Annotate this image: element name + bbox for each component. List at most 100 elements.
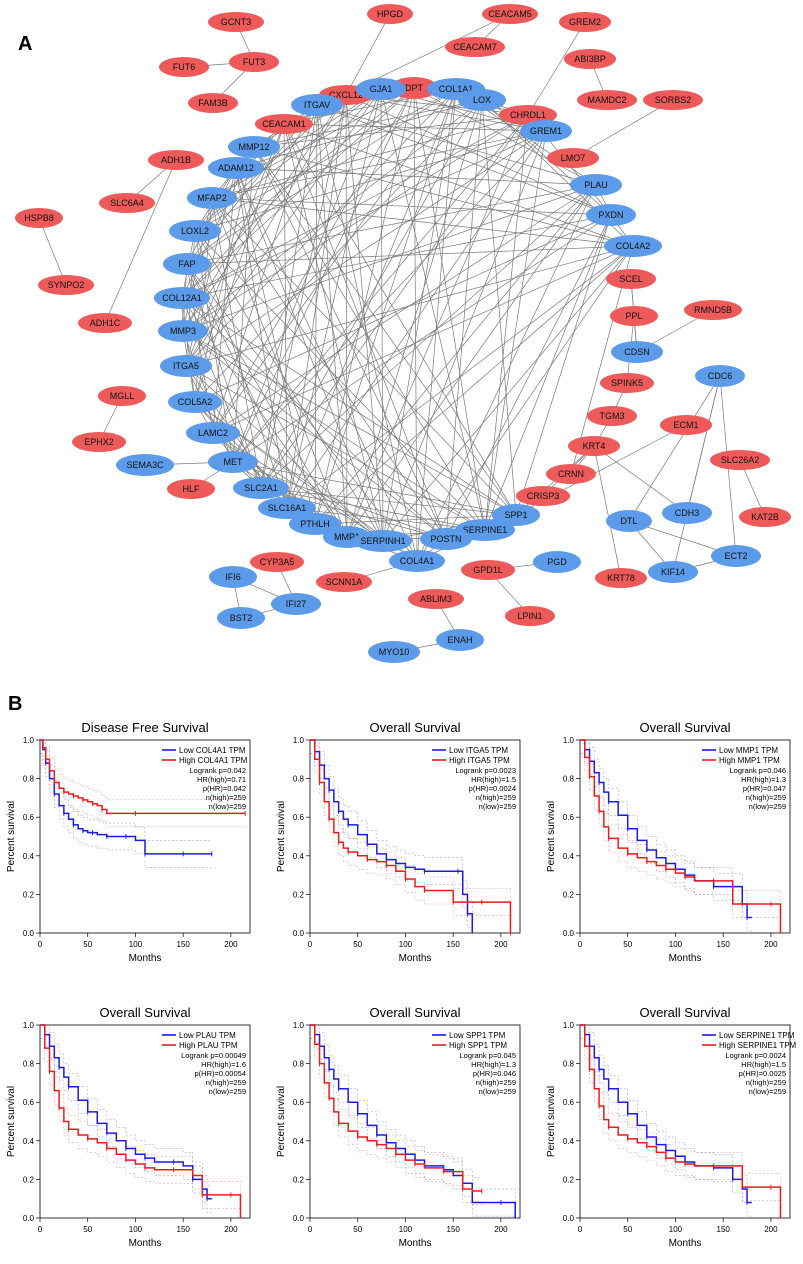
stat-line: p(HR)=0.047 (743, 784, 786, 793)
node-shape (586, 204, 636, 226)
edge-CDC6-DTL (628, 375, 721, 522)
node-label: ENAH (447, 635, 472, 645)
edge-LOXL2-SERPINH1 (194, 230, 384, 542)
edge-FAP-DPT (186, 87, 415, 265)
edge-KRT4-KRT78 (593, 445, 622, 579)
node-label: HPGD (377, 9, 404, 19)
x-tick-label: 50 (83, 1225, 92, 1234)
y-tick-label: 0.2 (23, 890, 35, 899)
node-serpinh1: SERPINH1 (354, 530, 412, 552)
node-shape (208, 157, 264, 179)
y-tick-label: 0.4 (563, 852, 575, 861)
node-plau: PLAU (570, 174, 622, 196)
node-krt78: KRT78 (595, 568, 647, 588)
edge-SLC2A1-POSTN (260, 487, 447, 540)
node-label: CDSN (624, 347, 650, 357)
edge-MET-SPP1 (232, 461, 517, 516)
node-slc2a1: SLC2A1 (233, 477, 289, 499)
node-loxl2: LOXL2 (169, 220, 221, 242)
stat-line: HR(high)=1.3 (741, 775, 786, 784)
ci-lower-high (580, 753, 781, 933)
plot-title: Overall Survival (369, 720, 460, 735)
edge-COL4A2-FAP (186, 245, 634, 265)
node-mmp12: MMP12 (228, 136, 280, 158)
node-slc6a4: SLC6A4 (99, 193, 155, 213)
legend-entry: Low PLAU TPM (179, 1031, 236, 1040)
y-axis-label: Percent survival (6, 801, 17, 872)
x-tick-label: 200 (764, 940, 778, 949)
node-label: ECM1 (673, 420, 698, 430)
node-shape (662, 502, 712, 524)
node-label: LMO7 (561, 153, 586, 163)
edge-ADAM12-SERPINH1 (235, 167, 384, 542)
y-tick-label: 1.0 (293, 736, 305, 745)
node-label: LOXL2 (181, 226, 209, 236)
y-tick-label: 0.2 (293, 1175, 305, 1184)
node-label: PXDN (598, 210, 623, 220)
stat-line: n(low)=259 (479, 802, 516, 811)
ci-upper-low (310, 1024, 516, 1205)
node-shape (559, 12, 611, 32)
node-ecm1: ECM1 (660, 415, 712, 435)
node-lmo7: LMO7 (547, 148, 599, 168)
stat-line: Logrank p=0.046 (729, 766, 786, 775)
node-label: MGLL (110, 391, 135, 401)
node-label: KRT4 (583, 441, 606, 451)
x-tick-label: 150 (177, 1225, 191, 1234)
node-label: CEACAM7 (453, 42, 497, 52)
node-shape (408, 589, 464, 609)
ci-upper-low (310, 739, 473, 920)
edge-PXDN-SERPINE1 (484, 214, 612, 531)
node-label: ADH1B (161, 155, 191, 165)
edge-COL12A1-DPT (181, 87, 415, 299)
ci-lower-high (580, 1038, 781, 1218)
edge-COL4A2-SLC16A1 (286, 245, 634, 509)
stat-line: n(low)=259 (749, 802, 786, 811)
node-shape (159, 57, 209, 77)
edge-ITGAV-SLC2A1 (260, 104, 318, 489)
edge-SLC2A1-CHRDL1 (260, 114, 529, 489)
y-tick-label: 0.8 (563, 775, 575, 784)
node-shape (158, 320, 208, 342)
node-label: IFI27 (286, 599, 307, 609)
node-krt4: KRT4 (568, 436, 620, 456)
node-label: FUT6 (173, 62, 196, 72)
node-ceacam7: CEACAM7 (445, 37, 505, 57)
plot-title: Overall Survival (639, 1005, 730, 1020)
edge-PXDN-MET (232, 214, 612, 463)
y-tick-label: 0.4 (563, 1137, 575, 1146)
node-mmp3: MMP3 (158, 320, 208, 342)
ci-upper-high (40, 1024, 241, 1205)
x-tick-label: 100 (129, 940, 143, 949)
node-ephx2: EPHX2 (72, 432, 126, 452)
node-shape (188, 93, 238, 113)
survival-curve-low (580, 739, 752, 919)
node-shape (568, 436, 620, 456)
node-shape (356, 78, 406, 100)
node-mgll: MGLL (98, 386, 146, 406)
node-label: GREM1 (530, 126, 562, 136)
edge-GREM1-MET (232, 130, 547, 463)
node-label: SERPINE1 (463, 525, 508, 535)
x-axis-label: Months (399, 1238, 432, 1249)
plot-title: Overall Survival (639, 720, 730, 735)
node-slc26a2: SLC26A2 (710, 450, 770, 470)
node-label: TGM3 (599, 411, 624, 421)
edge-ADAM12-PLAU (235, 167, 597, 186)
node-cdc6: CDC6 (695, 365, 745, 387)
node-shape (389, 550, 445, 572)
node-mfap2: MFAP2 (187, 187, 237, 209)
node-shape (436, 629, 484, 651)
stat-line: HR(high)=1.5 (741, 1060, 786, 1069)
km-plot-5: Overall Survival 0 50 100 150 200 0.0 0.2 0.4 0.6… (276, 1005, 521, 1249)
edge-PLAU-MMP1 (346, 184, 597, 538)
x-tick-label: 150 (447, 940, 461, 949)
stat-line: HR(high)=0.71 (197, 775, 246, 784)
node-label: GREM2 (569, 17, 601, 27)
edge-GREM1-SERPINE1 (484, 130, 547, 531)
node-gpd1l: GPD1L (461, 560, 515, 580)
node-shape (368, 641, 420, 663)
edge-LAMC2-DPT (212, 87, 415, 434)
node-label: FAP (178, 259, 195, 269)
